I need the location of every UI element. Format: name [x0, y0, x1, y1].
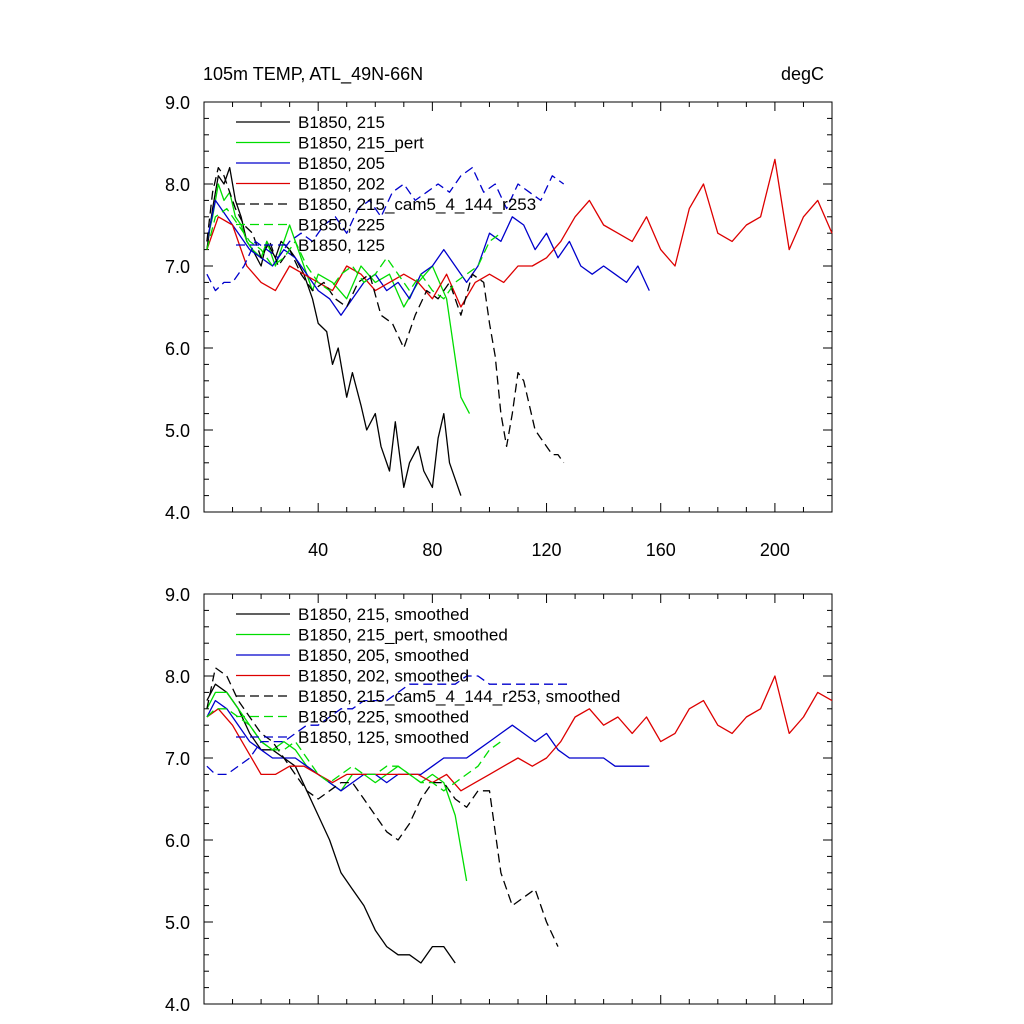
x-tick-label: 80 — [422, 540, 442, 560]
chart-title: 105m TEMP, ATL_49N-66N — [203, 64, 423, 85]
legend-entry: B1850, 125 — [298, 236, 385, 255]
legend-entry: B1850, 215_cam5_4_144_r253, smoothed — [298, 687, 620, 706]
y-tick-label: 6.0 — [165, 831, 190, 851]
series-line — [206, 199, 650, 316]
y-tick-label: 7.0 — [165, 749, 190, 769]
legend-entry: B1850, 225 — [298, 216, 385, 235]
y-tick-label: 8.0 — [165, 667, 190, 687]
y-tick-label: 9.0 — [165, 585, 190, 605]
y-tick-label: 9.0 — [165, 93, 190, 113]
series-line — [206, 708, 502, 792]
top-panel: 4.0 5.0 6.0 7.0 8.0 9.0 40 80 120 160 200 B1850, 21… — [165, 93, 833, 560]
legend-entry: B1850, 215_pert, smoothed — [298, 626, 508, 645]
series-line — [206, 207, 502, 300]
y-tick-label: 4.0 — [165, 995, 190, 1015]
series-line — [206, 683, 456, 964]
legend-entry: B1850, 215 — [298, 113, 385, 132]
legend-entry: B1850, 202 — [298, 175, 385, 194]
series-line — [206, 166, 565, 464]
legend-entry: B1850, 215, smoothed — [298, 605, 469, 624]
x-tick-label: 160 — [646, 540, 676, 560]
y-tick-label: 8.0 — [165, 175, 190, 195]
y-tick-label: 5.0 — [165, 421, 190, 441]
legend-entry: B1850, 205 — [298, 154, 385, 173]
series-line — [206, 158, 833, 308]
legend-entry: B1850, 205, smoothed — [298, 646, 469, 665]
legend-entry: B1850, 215_pert — [298, 134, 424, 153]
units-label: degC — [781, 64, 824, 84]
y-tick-label: 4.0 — [165, 503, 190, 523]
x-tick-label: 200 — [760, 540, 790, 560]
x-tick-label: 40 — [308, 540, 328, 560]
series-line — [206, 675, 570, 776]
series-line — [206, 166, 565, 292]
legend-entry: B1850, 202, smoothed — [298, 667, 469, 686]
y-tick-label: 7.0 — [165, 257, 190, 277]
y-tick-label: 6.0 — [165, 339, 190, 359]
series-line — [206, 667, 559, 947]
series-line — [206, 675, 833, 792]
legend-entry: B1850, 215_cam5_4_144_r253 — [298, 195, 536, 214]
x-tick-label: 120 — [532, 540, 562, 560]
legend-entry: B1850, 125, smoothed — [298, 728, 469, 747]
series-line — [206, 699, 650, 792]
y-tick-label: 5.0 — [165, 913, 190, 933]
legend-entry: B1850, 225, smoothed — [298, 708, 469, 727]
bottom-panel: 4.0 5.0 6.0 7.0 8.0 9.0 B1850, 215, smoothed B1… — [165, 585, 833, 1015]
